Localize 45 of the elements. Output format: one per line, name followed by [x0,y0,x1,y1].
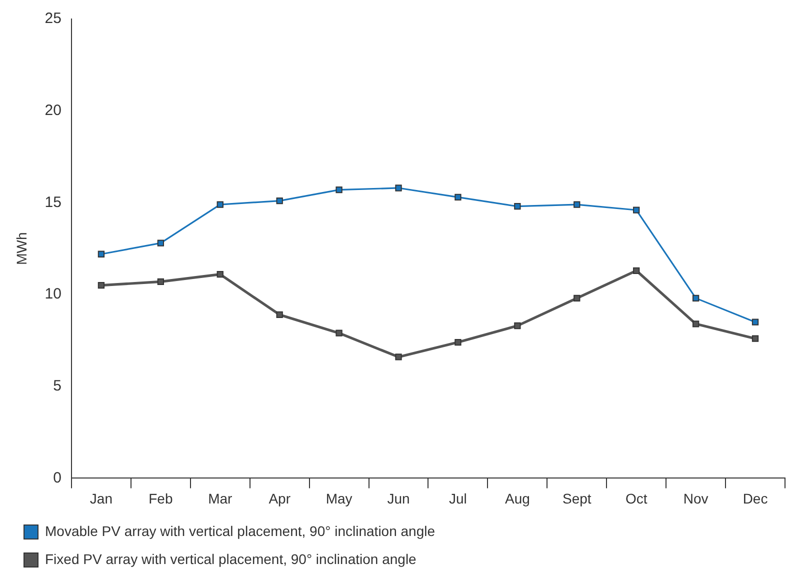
point [514,203,521,210]
y-axis-title: MWh [13,232,30,265]
y-tick-label: 5 [53,378,62,394]
point [336,330,342,336]
point [276,198,283,204]
x-tick-label: Jul [449,490,467,506]
point [157,240,164,246]
point [157,278,164,285]
point [98,282,105,289]
point [395,184,402,192]
legend-label: Movable PV array with vertical placement, 90° inclination angle [45,522,436,539]
x-tick-label: May [326,490,352,506]
point [692,294,700,302]
point [752,318,759,326]
x-tick-label: Dec [742,490,768,506]
y-tick-label: 15 [44,194,62,211]
x-tick-label: Oct [625,490,648,506]
x-tick-label: Mar [208,490,233,506]
point [633,267,640,274]
point [216,201,224,208]
point [574,294,580,302]
y-tick-label: 0 [53,469,62,486]
x-tick-label: Jan [90,490,113,506]
legend-label: Fixed PV array with vertical placement, 90° inclination angle [45,550,417,567]
point [395,354,402,360]
point [514,322,521,330]
x-tick-label: Feb [148,490,173,506]
point [454,194,462,200]
x-tick-label: Apr [268,490,291,506]
point [692,320,700,328]
y-tick-label: 10 [44,286,62,303]
y-tick-label: 20 [44,102,62,119]
point [633,206,640,214]
point [276,311,283,318]
point [98,250,105,258]
x-tick-label: Nov [683,490,708,506]
x-tick-label: Sept [562,490,592,506]
point [752,335,759,342]
x-tick-label: Jun [387,490,410,506]
y-tick-label: 25 [44,10,62,28]
point [454,338,462,346]
point [216,270,224,278]
point [574,201,580,208]
x-tick-label: Aug [504,490,530,506]
point [336,186,342,194]
